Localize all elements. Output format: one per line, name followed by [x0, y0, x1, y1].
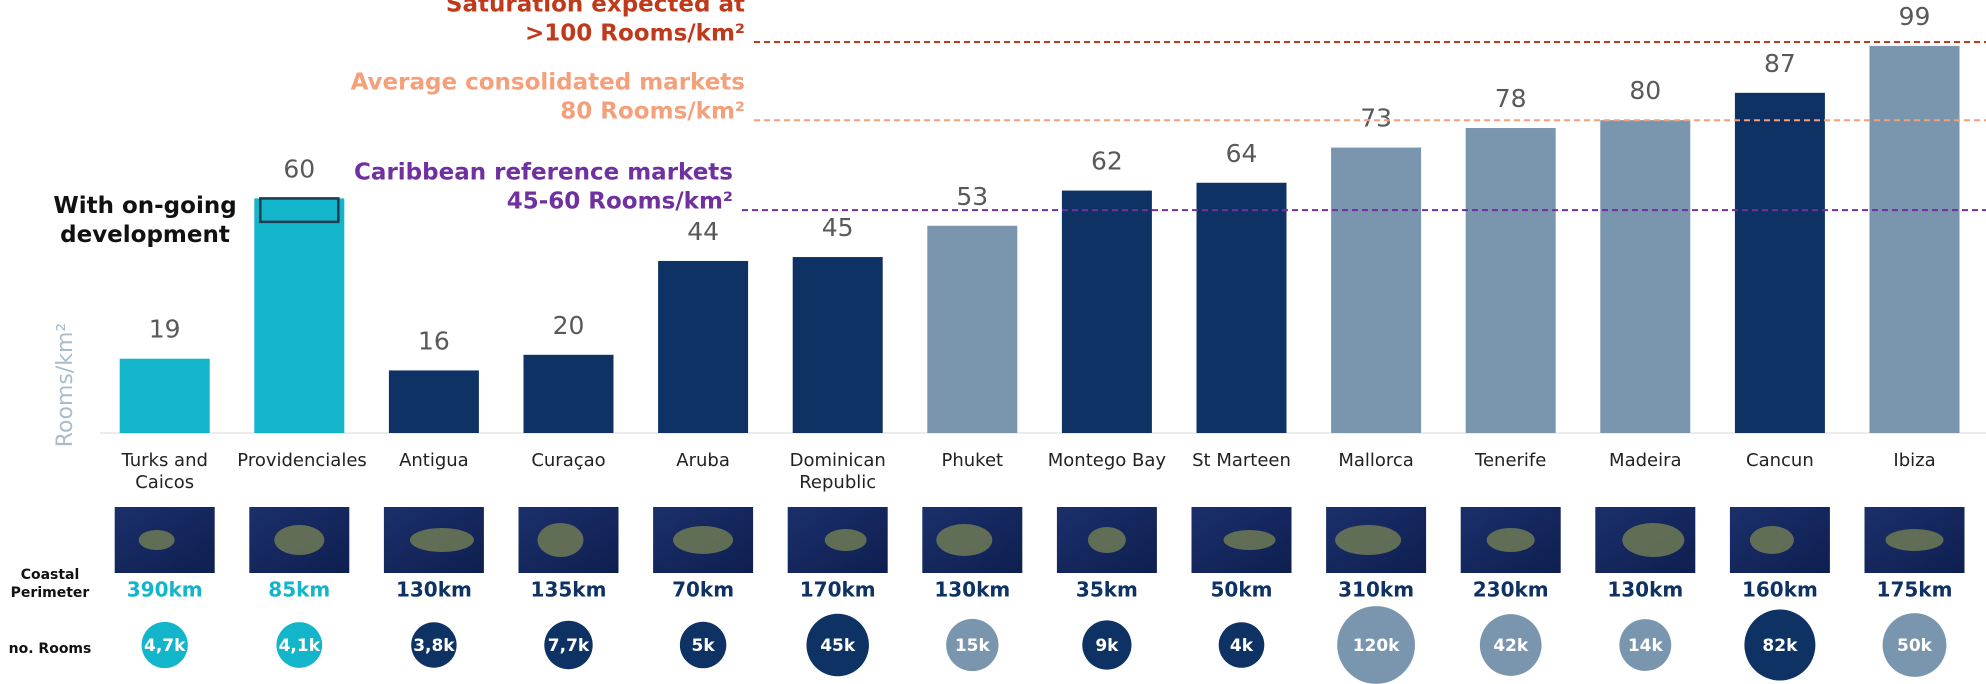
bar: [524, 355, 614, 433]
data-label: 45: [822, 213, 854, 242]
thumbnail-island: [1088, 527, 1126, 553]
thumbnail-island: [1750, 526, 1794, 554]
thumbnail-island: [1224, 530, 1276, 550]
coastal-perimeter: 130km: [1607, 578, 1683, 602]
bar: [1466, 128, 1556, 433]
bar: [389, 370, 479, 433]
bar: [1331, 148, 1421, 433]
thumbnail-island: [1335, 525, 1401, 555]
data-label: 16: [418, 326, 450, 355]
rooms-label: 45k: [820, 636, 856, 656]
data-label: 87: [1764, 49, 1796, 78]
ongoing-label: With on-going development: [50, 192, 240, 250]
coastal-perimeter: 170km: [800, 578, 876, 602]
data-label: 20: [553, 311, 585, 340]
chart: Rooms/km² no. Rooms 19 390km 4,7k 60 85km 4,1…: [0, 0, 1986, 684]
category-label: Providenciales: [237, 450, 361, 472]
coastal-perimeter: 160km: [1742, 578, 1818, 602]
rooms-label: 4,1k: [279, 636, 321, 656]
rooms-label: 15k: [955, 636, 991, 656]
bar: [1197, 183, 1287, 433]
category-label: Dominican Republic: [776, 450, 900, 494]
bar: [1600, 120, 1690, 433]
coastal-perimeter: 390km: [127, 578, 203, 602]
reference-label: Caribbean reference markets: [354, 160, 733, 186]
thumbnail-island: [1886, 529, 1944, 551]
category-label: Mallorca: [1314, 450, 1438, 472]
category-label: Turks and Caicos: [103, 450, 227, 494]
data-label: 64: [1226, 139, 1258, 168]
reference-label: Saturation expected at: [446, 0, 745, 18]
reference-label: 45-60 Rooms/km²: [507, 189, 733, 215]
data-label: 99: [1899, 2, 1931, 31]
thumbnail-island: [1622, 523, 1684, 557]
rooms-label: 9k: [1095, 636, 1119, 656]
category-label: Aruba: [641, 450, 765, 472]
bar: [254, 198, 344, 433]
bar: [1735, 93, 1825, 433]
rooms-label: 4,7k: [144, 636, 186, 656]
category-label: Madeira: [1583, 450, 1707, 472]
coastal-perimeter: 130km: [396, 578, 472, 602]
bar: [1870, 46, 1960, 433]
rooms-label: 50k: [1897, 636, 1933, 656]
page: Rooms/km² no. Rooms 19 390km 4,7k 60 85km 4,1…: [0, 0, 1986, 684]
coastal-perimeter: 70km: [672, 578, 734, 602]
coastal-perimeter: 175km: [1877, 578, 1953, 602]
rooms-label: 4k: [1230, 636, 1254, 656]
rooms-label: 3,8k: [413, 636, 455, 656]
thumbnail-island: [410, 528, 474, 552]
bar: [1062, 191, 1152, 433]
data-label: 19: [149, 315, 181, 344]
bar: [793, 257, 883, 433]
rooms-title: no. Rooms: [9, 641, 92, 657]
coastal-title: Coastal Perimeter: [5, 566, 95, 602]
rooms-label: 42k: [1493, 636, 1529, 656]
data-label: 60: [283, 154, 315, 183]
reference-label: >100 Rooms/km²: [525, 21, 745, 47]
category-label: St Marteen: [1180, 450, 1304, 472]
thumbnail-island: [274, 525, 324, 555]
thumbnail-island: [1487, 528, 1535, 552]
rooms-label: 14k: [1628, 636, 1664, 656]
category-label: Phuket: [910, 450, 1034, 472]
rooms-label: 82k: [1762, 636, 1798, 656]
data-label: 62: [1091, 147, 1123, 176]
y-axis-label: Rooms/km²: [53, 323, 78, 448]
coastal-perimeter: 50km: [1211, 578, 1273, 602]
data-label: 53: [956, 182, 988, 211]
bar: [658, 261, 748, 433]
category-label: Tenerife: [1449, 450, 1573, 472]
thumbnail-island: [825, 529, 867, 551]
category-label: Ibiza: [1853, 450, 1977, 472]
reference-label: 80 Rooms/km²: [560, 99, 745, 125]
coastal-perimeter: 135km: [531, 578, 607, 602]
bar: [120, 359, 210, 433]
coastal-perimeter: 85km: [268, 578, 330, 602]
category-label: Curaçao: [507, 450, 631, 472]
bar: [927, 226, 1017, 433]
rooms-label: 120k: [1353, 636, 1400, 656]
coastal-perimeter: 310km: [1338, 578, 1414, 602]
category-label: Antigua: [372, 450, 496, 472]
thumbnail-island: [139, 530, 175, 550]
rooms-label: 5k: [692, 636, 716, 656]
data-label: 44: [687, 217, 719, 246]
data-label: 80: [1629, 76, 1661, 105]
coastal-perimeter: 130km: [934, 578, 1010, 602]
coastal-perimeter: 230km: [1473, 578, 1549, 602]
reference-label: Average consolidated markets: [351, 70, 745, 96]
rooms-label: 7,7k: [548, 636, 590, 656]
category-label: Montego Bay: [1045, 450, 1169, 472]
thumbnail-island: [673, 526, 733, 554]
coastal-perimeter: 35km: [1076, 578, 1138, 602]
thumbnail-island: [538, 523, 584, 557]
data-label: 78: [1495, 84, 1527, 113]
thumbnail-island: [936, 524, 992, 556]
category-label: Cancun: [1718, 450, 1842, 472]
data-label: 73: [1360, 104, 1392, 133]
